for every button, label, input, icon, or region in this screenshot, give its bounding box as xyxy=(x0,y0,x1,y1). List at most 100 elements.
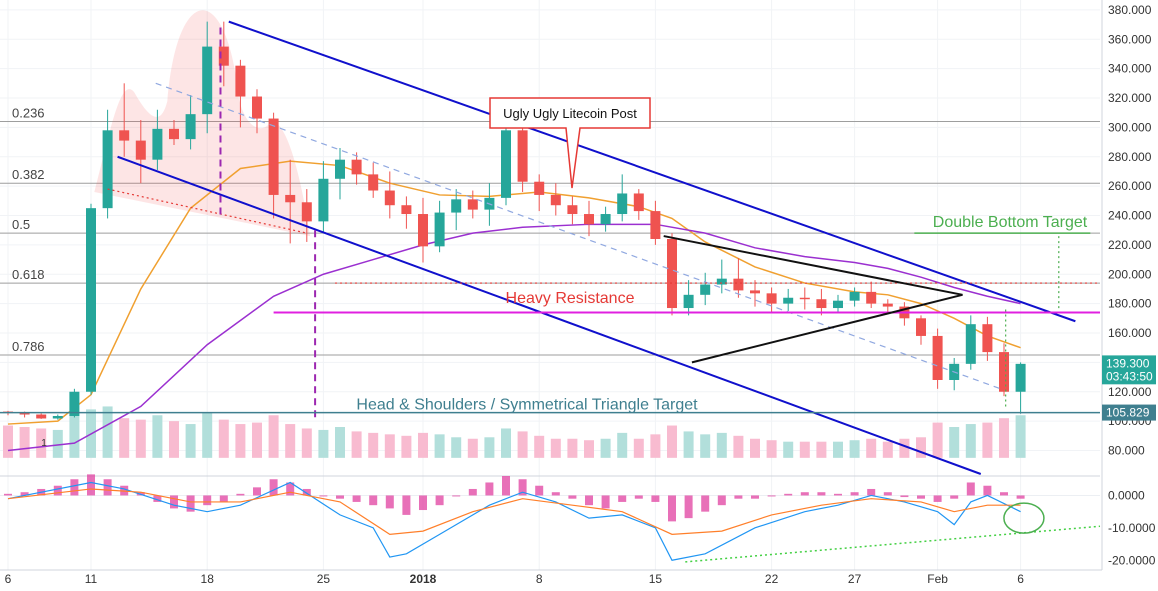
candle-body xyxy=(301,202,312,222)
osc-tick-label: -20.0000 xyxy=(1108,553,1156,567)
volume-bar xyxy=(484,437,495,458)
macd-histogram-bar xyxy=(834,493,842,496)
volume-bar xyxy=(750,438,760,458)
candle-body xyxy=(501,130,511,198)
volume-bar xyxy=(783,441,794,458)
candle-body xyxy=(52,415,63,419)
candle-body xyxy=(783,297,794,304)
date-tick-label: 8 xyxy=(536,572,543,586)
volume-bar xyxy=(733,435,744,458)
osc-tick-label: -10.0000 xyxy=(1108,521,1156,535)
candle-body xyxy=(982,324,993,353)
candle-body xyxy=(268,118,279,195)
price-tick-label: 160.000 xyxy=(1108,326,1152,340)
candle-body xyxy=(816,299,827,309)
volume-bar xyxy=(501,428,511,458)
price-tick-label: 260.000 xyxy=(1108,179,1152,193)
candle-body xyxy=(252,96,262,119)
macd-histogram-bar xyxy=(1016,495,1025,499)
volume-bar xyxy=(849,440,860,458)
candle-body xyxy=(750,290,760,294)
macd-histogram-bar xyxy=(883,492,892,496)
date-tick-label: 25 xyxy=(317,572,331,586)
macd-histogram-bar xyxy=(983,485,992,496)
macd-histogram-bar xyxy=(551,492,560,496)
candle-body xyxy=(401,205,412,215)
candle-body xyxy=(152,128,163,160)
macd-histogram-bar xyxy=(203,495,212,506)
macd-histogram-bar xyxy=(53,485,62,496)
candle-body xyxy=(932,335,943,380)
volume-bar xyxy=(3,425,13,458)
macd-histogram-bar xyxy=(435,495,444,506)
candle-body xyxy=(766,293,777,304)
candle-body xyxy=(86,208,96,392)
macd-histogram-bar xyxy=(87,474,95,496)
volume-bar xyxy=(368,432,379,458)
macd-histogram-bar xyxy=(369,495,378,506)
macd-histogram-bar xyxy=(734,495,743,499)
candle-body xyxy=(650,211,661,239)
macd-histogram-bar xyxy=(385,495,394,509)
price-tag xyxy=(1102,355,1156,372)
macd-histogram-bar xyxy=(20,492,29,496)
candle-body xyxy=(965,324,976,364)
macd-histogram-bar xyxy=(817,492,826,496)
macd-histogram-bar xyxy=(219,495,228,502)
candle-body xyxy=(633,193,644,212)
volume-bar xyxy=(102,406,113,458)
macd-histogram-bar xyxy=(800,492,809,496)
date-tick-label: 22 xyxy=(765,572,779,586)
date-tick-label: 11 xyxy=(85,572,98,586)
macd-histogram-bar xyxy=(568,495,577,499)
candle-body xyxy=(235,65,246,97)
macd-histogram-bar xyxy=(319,495,328,497)
callout-bubble xyxy=(489,97,651,189)
volume-bar xyxy=(135,419,146,458)
double-bottom-label: Double Bottom Target xyxy=(933,214,1088,231)
symmetrical-triangle xyxy=(663,235,963,364)
macd-histogram-bar xyxy=(867,488,876,496)
macd-histogram-bar xyxy=(103,479,112,496)
volume-bar xyxy=(401,435,412,458)
volume-bar xyxy=(418,432,428,458)
macd-histogram-bar xyxy=(170,495,178,509)
candle-body xyxy=(318,178,329,222)
price-tick-label: 200.000 xyxy=(1108,267,1152,281)
volume-bar xyxy=(252,422,262,458)
macd-line xyxy=(7,481,1021,561)
channel-mid-line xyxy=(155,82,1001,390)
volume-bar xyxy=(19,427,30,458)
volume-bar xyxy=(965,424,976,458)
price-tick-label: 180.000 xyxy=(1108,297,1152,311)
macd-histogram-bar xyxy=(269,479,278,496)
price-tick-label: 320.000 xyxy=(1108,91,1152,105)
candle-body xyxy=(351,159,362,175)
price-tick-label: 300.000 xyxy=(1108,120,1152,134)
candle-body xyxy=(683,294,694,309)
candle-body xyxy=(584,214,594,225)
macd-histogram-bar xyxy=(452,495,461,497)
macd-histogram-bar xyxy=(701,495,710,512)
candle-body xyxy=(916,318,926,336)
macd-histogram-bar xyxy=(966,482,975,496)
date-tick-label: Feb xyxy=(927,572,948,586)
price-tag-label: 139.300 xyxy=(1106,356,1150,370)
volume-bar xyxy=(683,431,694,458)
macd-histogram-bar xyxy=(1000,492,1008,496)
volume-bar xyxy=(716,432,727,458)
candle-body xyxy=(335,159,345,179)
volume-bar xyxy=(36,428,47,458)
price-tag-label: 105.829 xyxy=(1106,406,1150,420)
macd-histogram-bar xyxy=(634,495,643,499)
fib-level-label: 0.5 xyxy=(12,217,30,232)
volume-bar xyxy=(899,438,910,458)
neckline xyxy=(107,188,307,234)
date-tick-label: 6 xyxy=(5,572,12,586)
volume-bar xyxy=(766,440,777,458)
price-tick-label: 240.000 xyxy=(1108,209,1152,223)
macd-histogram-bar xyxy=(767,495,776,497)
macd-histogram-bar xyxy=(4,493,12,496)
macd-histogram-bar xyxy=(651,495,660,502)
